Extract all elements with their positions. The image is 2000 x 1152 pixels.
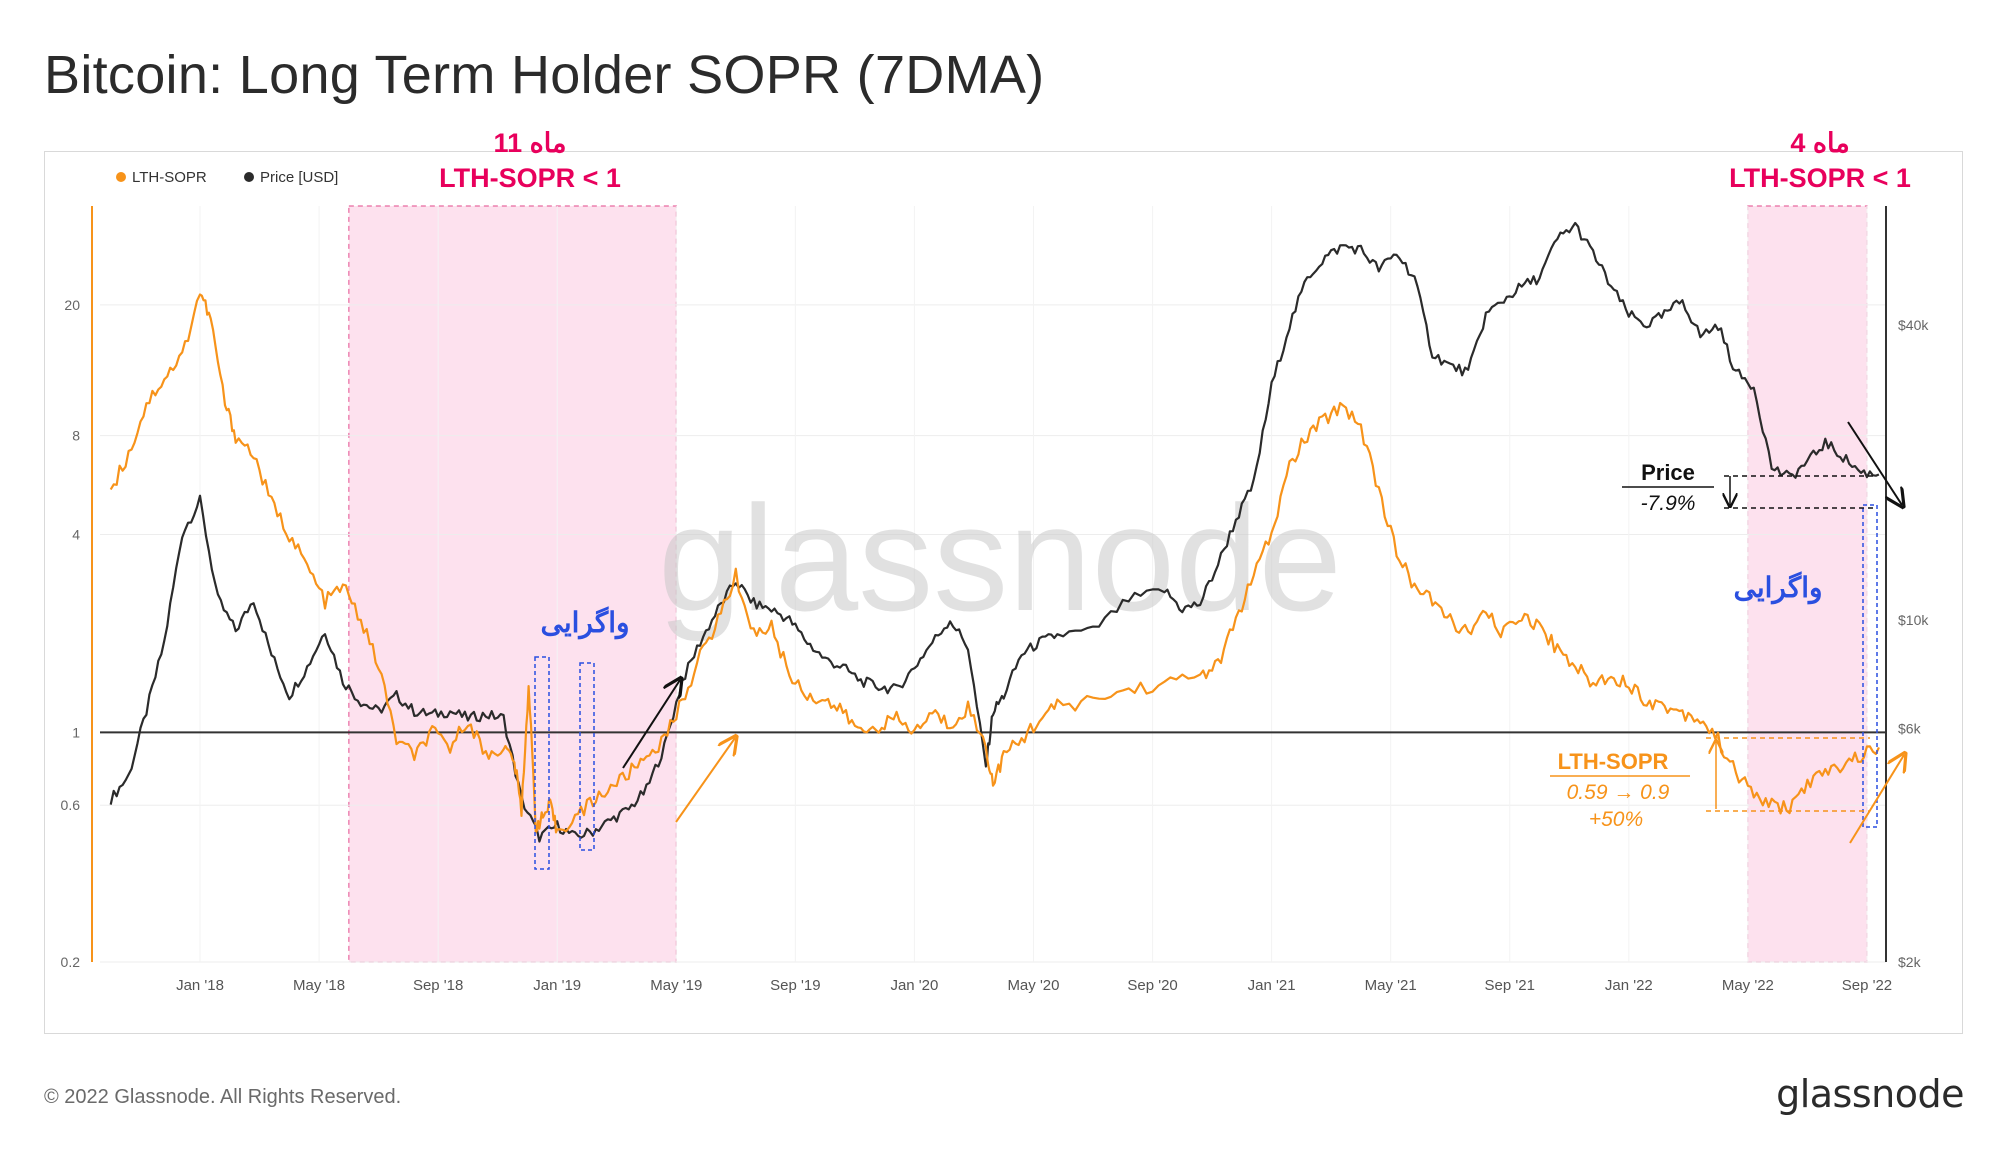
watermark: glassnode — [658, 474, 1342, 642]
chart-frame — [44, 151, 1963, 1034]
page-title: Bitcoin: Long Term Holder SOPR (7DMA) — [44, 45, 1045, 105]
y-right-tick-label: $10k — [1898, 612, 1929, 628]
x-tick-label: Sep '18 — [413, 977, 463, 994]
divergence-label-2: واگرایی — [1734, 571, 1823, 605]
x-tick-label: Sep '21 — [1485, 977, 1535, 994]
sopr-change-value: 0.59 → 0.9 — [1567, 781, 1670, 804]
x-tick-label: Sep '22 — [1842, 977, 1892, 994]
y-left-tick-label: 20 — [64, 297, 80, 313]
period2-condition: LTH-SOPR < 1 — [1729, 163, 1911, 193]
shaded-period-2 — [1747, 205, 1868, 963]
y-right-tick-label: $6k — [1898, 720, 1922, 736]
x-tick-label: Jan '20 — [890, 977, 938, 994]
y-left-tick-label: 8 — [72, 428, 80, 444]
trend-arrow-sopr-2 — [1849, 755, 1904, 844]
legend-sopr-marker — [116, 172, 126, 182]
x-tick-label: May '18 — [293, 977, 345, 994]
x-tick-label: May '22 — [1722, 977, 1774, 994]
divergence-box-1a — [534, 656, 550, 870]
legend-price-label: Price [USD] — [260, 169, 338, 186]
divergence-box-2 — [1862, 504, 1878, 828]
x-tick-label: May '20 — [1007, 977, 1059, 994]
period1-duration: 11 ماه — [494, 128, 567, 158]
legend-price-marker — [244, 172, 254, 182]
y-left-tick-label: 1 — [72, 724, 80, 740]
series-price-line — [109, 221, 1880, 843]
trend-arrow-price-2 — [1847, 421, 1902, 505]
x-tick-label: Jan '19 — [533, 977, 581, 994]
price-change-label: Price — [1641, 460, 1695, 485]
x-tick-label: Jan '22 — [1605, 977, 1653, 994]
period2-duration: 4 ماه — [1790, 128, 1849, 158]
y-left-tick-label: 4 — [72, 527, 80, 543]
sopr-change-percent: +50% — [1589, 808, 1643, 831]
y-right-tick-label: $2k — [1898, 954, 1922, 970]
trend-arrow-price-1 — [622, 680, 680, 769]
legend-sopr-label: LTH-SOPR — [132, 169, 207, 186]
x-tick-label: Jan '18 — [176, 977, 224, 994]
period1-condition: LTH-SOPR < 1 — [439, 163, 621, 193]
y-left-tick-label: 0.2 — [61, 954, 81, 970]
brand-logo: glassnode — [1776, 1072, 1964, 1116]
x-tick-label: Jan '21 — [1248, 977, 1296, 994]
y-right-tick-label: $40k — [1898, 317, 1929, 333]
copyright: © 2022 Glassnode. All Rights Reserved. — [44, 1086, 402, 1108]
y-left-tick-label: 0.6 — [61, 797, 81, 813]
divergence-label-1: واگرایی — [541, 606, 630, 640]
shaded-period-1 — [348, 205, 677, 963]
legend: LTH-SOPR Price [USD] — [116, 169, 338, 186]
divergence-box-1b — [579, 662, 595, 851]
trend-arrow-sopr-1 — [675, 738, 735, 823]
x-tick-label: Sep '19 — [770, 977, 820, 994]
series-lth-sopr-line — [109, 293, 1880, 834]
x-tick-label: Sep '20 — [1127, 977, 1177, 994]
x-tick-label: May '19 — [650, 977, 702, 994]
x-tick-label: May '21 — [1365, 977, 1417, 994]
sopr-change-label: LTH-SOPR — [1558, 749, 1669, 774]
price-change-value: -7.9% — [1641, 492, 1696, 515]
